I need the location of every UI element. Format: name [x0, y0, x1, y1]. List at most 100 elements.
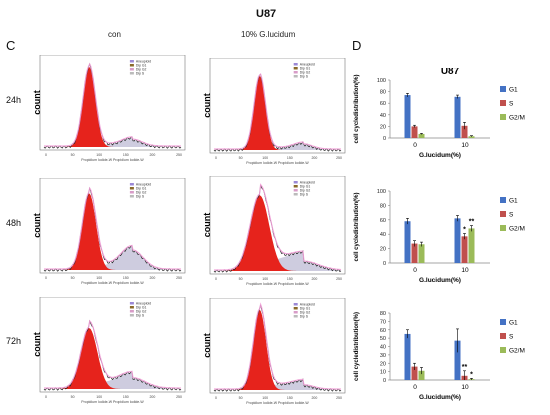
flow-histogram: count 0 50 100 150 200 250 Propidium Iodide-W P…: [202, 298, 346, 405]
bar: [418, 244, 425, 263]
flow-legend-swatch: [129, 302, 134, 305]
flow-legend-label: Dip G2: [300, 189, 311, 193]
flow-legend-label: Dip S: [136, 314, 145, 318]
bar-ylabel: cell cycledistribution(%): [354, 192, 360, 261]
flow-legend-swatch: [129, 195, 134, 198]
bar: [468, 228, 475, 263]
flow-legend-label: Dip G1: [300, 185, 311, 189]
flow-frame: [39, 178, 186, 274]
legend-swatch: [500, 211, 506, 217]
flow-xtick: 0: [45, 395, 47, 399]
flow-xtick: 200: [149, 395, 155, 399]
flow-xtick: 150: [287, 156, 293, 160]
flow-legend-label: Aneuploid: [136, 183, 151, 187]
bar-ytick-label: 20: [380, 361, 386, 367]
flow-legend-swatch: [129, 310, 134, 313]
flow-xtick: 150: [123, 153, 129, 157]
figure-title: U87: [256, 8, 277, 20]
flow-histogram-outline: [213, 304, 342, 392]
bar-ytick-label: 0: [383, 378, 386, 384]
legend-label: G1: [509, 320, 518, 327]
bar-ytick-label: 30: [380, 353, 386, 359]
flow-legend-swatch: [129, 306, 134, 309]
flow-g1-area: [44, 328, 181, 389]
flow-frame: [39, 297, 186, 393]
flow-legend-label: Dip G2: [300, 71, 311, 75]
bar-ylabel: cell cycledistribution(%): [354, 74, 360, 143]
bar-xlabel: G.lucidum(%): [419, 277, 461, 284]
flow-xlabel: Propidium Iodide-W Propidium Iodide-W: [81, 158, 144, 162]
flow-histogram: count 0 50 100 150 200 250 Propidium Iodide-W P…: [202, 176, 346, 286]
bar-ytick-label: 100: [377, 78, 386, 84]
bar-chart-48h: cell cycledistribution(%) 0 20 40 60 80 100 0 10…: [354, 189, 525, 284]
bar: [404, 333, 411, 380]
flow-legend-swatch: [293, 75, 298, 78]
bar-ylabel: cell cycledistribution(%): [354, 312, 360, 381]
flow-legend-label: Aneuploid: [300, 303, 315, 307]
significance-mark: *: [470, 371, 473, 378]
flow-fit-line: [214, 183, 342, 271]
flow-legend-label: Dip S: [136, 195, 145, 199]
legend-swatch: [500, 225, 506, 231]
flow-ylabel: count: [202, 213, 212, 238]
legend-label: S: [509, 101, 514, 108]
flow-s-phase-area: [44, 246, 181, 270]
flow-legend-label: Dip G2: [136, 310, 147, 314]
bar: [468, 136, 475, 138]
flow-legend-swatch: [293, 303, 298, 306]
flow-legend-swatch: [129, 191, 134, 194]
bar-ytick-label: 20: [380, 247, 386, 253]
flow-legend-label: Aneuploid: [300, 181, 315, 185]
flow-legend-label: Aneuploid: [300, 63, 315, 67]
flow-legend-label: Dip S: [300, 75, 309, 79]
legend-swatch: [500, 86, 506, 92]
panel-c-label: C: [6, 38, 16, 53]
flow-s-phase-area: [44, 372, 181, 389]
bar-ytick-label: 100: [377, 189, 386, 195]
bar-ytick-label: 40: [380, 345, 386, 351]
bar-ytick-label: 50: [380, 336, 386, 342]
bar: [418, 133, 425, 138]
panel-d-label: D: [352, 38, 362, 53]
bar: [404, 221, 411, 263]
flow-legend-swatch: [129, 314, 134, 317]
flow-g1-area: [44, 193, 181, 270]
flow-legend-label: Dip S: [136, 72, 145, 76]
bar: [454, 218, 461, 263]
flow-ylabel: count: [32, 90, 42, 115]
flow-xtick: 150: [287, 396, 293, 400]
flow-xtick: 150: [287, 277, 293, 281]
flow-legend-swatch: [293, 181, 298, 184]
bar-xtick-label: 10: [461, 267, 469, 274]
flow-xtick: 250: [336, 156, 342, 160]
flow-xtick: 50: [239, 156, 243, 160]
col-label-treated: 10% G.lucidum: [241, 30, 296, 39]
flow-fit-line: [44, 186, 181, 270]
flow-histogram: count 0 50 100 150 200 250 Propidium Iodide-W P…: [32, 178, 186, 285]
flow-histogram: count 0 50 100 150 200 250 Propidium Iodide-W P…: [32, 55, 186, 162]
bar: [411, 243, 418, 263]
flow-legend-swatch: [129, 60, 134, 63]
bar-ytick-label: 70: [380, 319, 386, 325]
flow-legend-swatch: [293, 315, 298, 318]
legend-swatch: [500, 100, 506, 106]
flow-frame: [209, 58, 346, 154]
flow-frame: [209, 176, 346, 275]
bar: [404, 95, 411, 138]
flow-legend-label: Dip S: [300, 315, 309, 319]
flow-legend-swatch: [129, 72, 134, 75]
flow-xtick: 200: [311, 396, 317, 400]
flow-xtick: 50: [71, 276, 75, 280]
bar: [411, 126, 418, 138]
flow-legend-label: Aneuploid: [136, 60, 151, 64]
flow-xlabel: Propidium Iodide-W Propidium Iodide-W: [246, 282, 309, 286]
flow-xtick: 100: [96, 395, 102, 399]
flow-legend-label: Dip S: [300, 193, 309, 197]
bar: [454, 340, 461, 380]
flow-xtick: 50: [239, 396, 243, 400]
bar-ytick-label: 60: [380, 328, 386, 334]
flow-xtick: 100: [262, 277, 268, 281]
bar-ytick-label: 0: [383, 136, 386, 142]
bar-chart-72h: cell cycledistribution(%) 0 10 20 30 40 50 60 70…: [354, 311, 525, 401]
flow-xlabel: Propidium Iodide-W Propidium Iodide-W: [81, 281, 144, 285]
